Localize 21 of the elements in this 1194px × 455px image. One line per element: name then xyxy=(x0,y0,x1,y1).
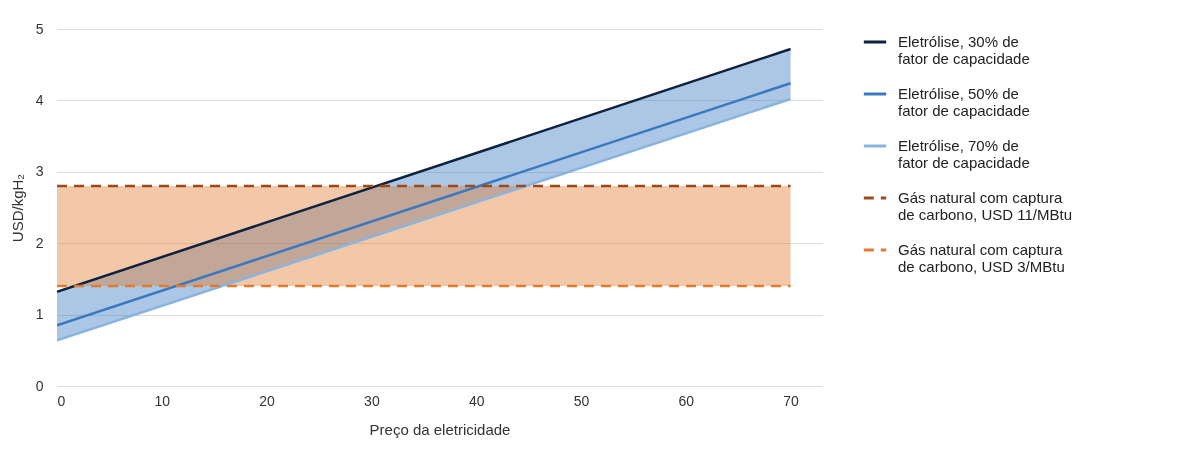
y-tick-label: 4 xyxy=(35,91,44,108)
legend-label: Eletrólise, 50% de fator de capacidade xyxy=(898,85,1030,119)
y-axis-title: USD/kgH₂ xyxy=(8,173,26,243)
x-tick-label: 70 xyxy=(783,392,800,409)
y-tick-label: 0 xyxy=(35,377,44,394)
y-tick-label: 1 xyxy=(35,306,44,323)
legend-label: Eletrólise, 70% de fator de capacidade xyxy=(898,137,1030,171)
x-tick-label: 20 xyxy=(259,392,276,409)
legend-label: Gás natural com captura de carbono, USD 3/MBtu xyxy=(898,241,1065,275)
x-tick-label: 60 xyxy=(678,392,695,409)
y-tick-label: 5 xyxy=(35,20,44,37)
x-tick-label: 30 xyxy=(364,392,380,409)
legend-label: Eletrólise, 30% de fator de capacidade xyxy=(898,33,1030,67)
x-axis-title: Preço da eletricidade xyxy=(369,420,511,438)
y-tick-label: 3 xyxy=(35,163,44,180)
x-tick-label: 40 xyxy=(468,392,485,409)
x-tick-label: 0 xyxy=(57,392,66,409)
x-tick-label: 10 xyxy=(154,392,171,409)
x-tick-label: 50 xyxy=(573,392,590,409)
legend-label: Gás natural com captura de carbono, USD 11/MBtu xyxy=(898,189,1072,223)
y-tick-label: 2 xyxy=(35,234,44,251)
